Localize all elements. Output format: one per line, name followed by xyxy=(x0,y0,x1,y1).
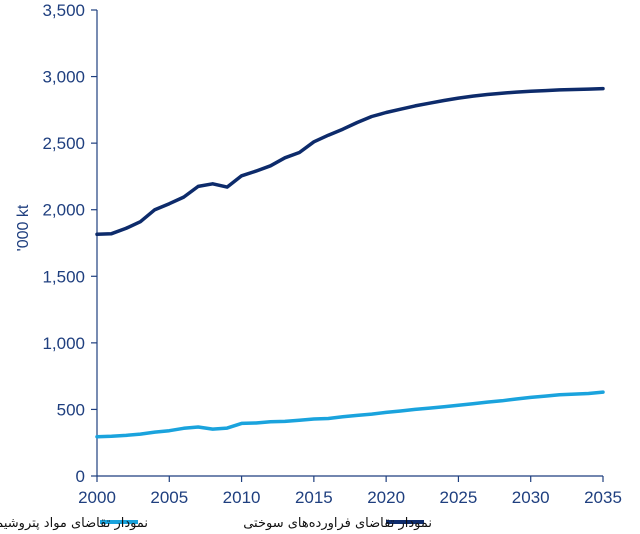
y-tick-label: 2,500 xyxy=(42,134,85,153)
series-line-1 xyxy=(95,390,605,439)
legend: نمودار تقاضای مواد پتروشیمیایی نمودار تقا… xyxy=(0,516,432,531)
series-line-2 xyxy=(95,86,605,237)
y-axis-title: '000 kt xyxy=(15,204,32,251)
y-tick-label: 2,000 xyxy=(42,201,85,220)
y-tick-label: 0 xyxy=(76,467,85,486)
x-tick-label: 2020 xyxy=(367,488,405,507)
y-tick-label: 3,000 xyxy=(42,68,85,87)
x-tick-label: 2005 xyxy=(150,488,188,507)
y-tick-label: 3,500 xyxy=(42,1,85,20)
x-tick-label: 2010 xyxy=(223,488,261,507)
series-lines xyxy=(95,86,605,439)
y-tick-label: 1,500 xyxy=(42,267,85,286)
legend-label-2: نمودار تقاضای فراورده‌های سوختی xyxy=(243,516,432,531)
y-tick-label: 500 xyxy=(57,400,85,419)
x-tick-label: 2015 xyxy=(295,488,333,507)
x-tick-label: 2035 xyxy=(584,488,622,507)
legend-label-1: نمودار تقاضای مواد پتروشیمیایی xyxy=(0,516,148,531)
axes: 0 500 1,000 1,500 2,000 2,500 3,000 3,500 2000 20… xyxy=(42,1,621,507)
y-tick-label: 1,000 xyxy=(42,334,85,353)
x-tick-label: 2025 xyxy=(440,488,478,507)
x-tick-label: 2030 xyxy=(512,488,550,507)
x-tick-label: 2000 xyxy=(78,488,116,507)
